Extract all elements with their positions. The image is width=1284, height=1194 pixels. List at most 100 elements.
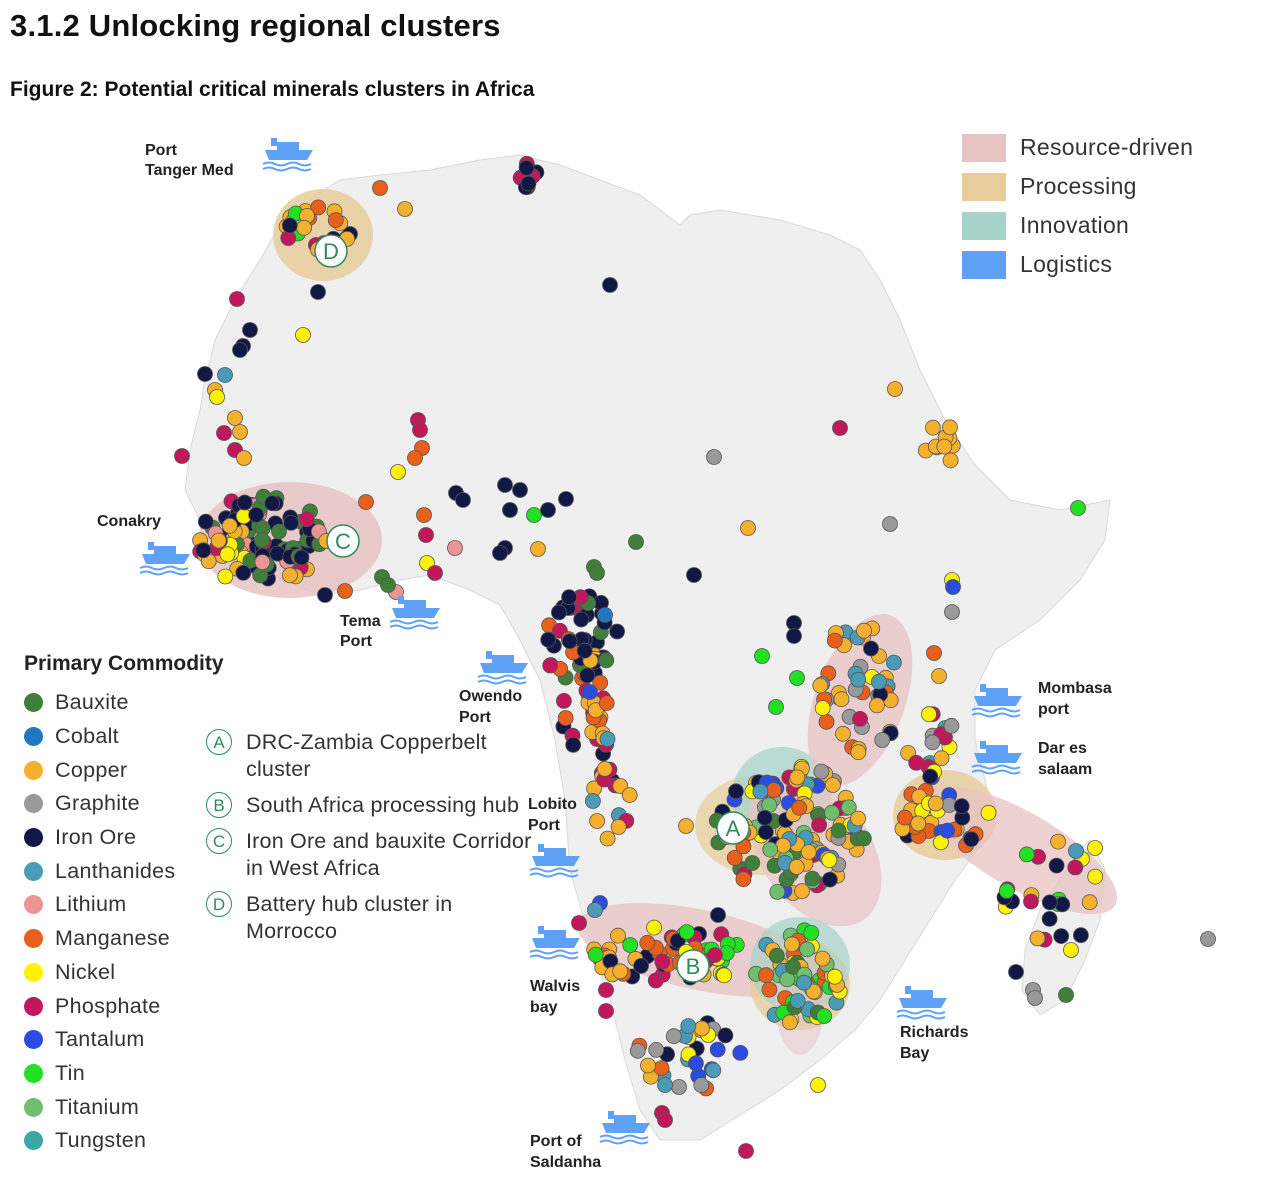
- mine-point: [740, 520, 756, 536]
- map-cluster-badges: D C A B: [314, 234, 750, 983]
- mine-point: [647, 972, 664, 989]
- mine-point: [646, 919, 662, 936]
- commodity-dot-icon: [24, 1030, 43, 1050]
- commodity-dot-icon: [24, 962, 43, 982]
- port-label-walvis-2: bay: [530, 999, 558, 1016]
- mine-point: [497, 477, 513, 493]
- mine-point: [248, 507, 265, 523]
- mine-point: [526, 507, 542, 523]
- commodity-legend: Primary Commodity Bauxite Cobalt Copper Gra…: [24, 652, 224, 1158]
- mine-point: [835, 725, 851, 742]
- mine-point: [1087, 868, 1104, 885]
- mine-point: [610, 927, 626, 944]
- mine-point: [832, 420, 848, 436]
- commodity-legend-item: Titanium: [24, 1090, 224, 1124]
- svg-text:B: B: [686, 954, 701, 979]
- commodity-legend-label: Tantalum: [55, 1027, 145, 1052]
- mine-point: [587, 946, 604, 963]
- mine-point: [852, 711, 868, 727]
- commodity-legend-label: Tungsten: [55, 1128, 147, 1153]
- mine-point: [788, 859, 805, 875]
- mine-point: [784, 936, 800, 953]
- commodity-legend-label: Phosphate: [55, 993, 161, 1018]
- port-label-saldanha-1: Port of: [530, 1133, 582, 1150]
- mine-point: [924, 734, 941, 751]
- mine-point: [253, 532, 270, 549]
- mine-point: [1048, 857, 1065, 874]
- mine-point: [744, 855, 761, 871]
- mine-point: [822, 871, 838, 888]
- legend-row-processing: Processing: [962, 167, 1193, 206]
- mine-point: [897, 809, 913, 826]
- port-label-dar-2: salaam: [1038, 761, 1092, 778]
- mine-point: [693, 1077, 710, 1093]
- mine-point: [598, 982, 614, 998]
- legend-swatch-innovation: [962, 211, 1006, 240]
- mine-point: [786, 628, 802, 644]
- mine-point: [1027, 990, 1043, 1006]
- commodity-dot-icon: [24, 760, 43, 780]
- commodity-legend-item: Bauxite: [24, 686, 224, 720]
- mine-point: [573, 611, 590, 628]
- port-label-tema-1: Tema: [340, 613, 381, 630]
- mine-point: [648, 1042, 665, 1058]
- mine-point: [639, 934, 656, 951]
- mine-point: [210, 532, 227, 549]
- mine-point: [217, 367, 233, 383]
- commodity-dot-icon: [24, 693, 43, 713]
- mine-point: [927, 795, 944, 812]
- cluster-badge-d: D: [206, 891, 232, 917]
- port-label-owendo-1: Owendo: [459, 688, 522, 705]
- mine-point: [390, 464, 406, 480]
- mine-point: [769, 947, 785, 964]
- port-labels: Port Tanger Med Conakry Tema Port Owendo…: [97, 142, 1112, 1171]
- commodity-legend-label: Tin: [55, 1060, 85, 1085]
- mine-point: [455, 492, 471, 508]
- port-label-lobito-1: Lobito: [528, 796, 577, 813]
- mine-point: [709, 1041, 726, 1058]
- port-label-mombasa-1: Mombasa: [1038, 680, 1112, 697]
- commodity-legend-label: Iron Ore: [55, 825, 137, 850]
- map-badge-b: B: [676, 949, 710, 983]
- map-badge-c: C: [326, 524, 360, 558]
- legend-swatch-processing: [962, 172, 1006, 201]
- mine-point: [789, 993, 806, 1009]
- mine-point: [874, 732, 891, 748]
- svg-text:D: D: [323, 239, 339, 264]
- commodity-legend-label: Graphite: [55, 791, 140, 816]
- mine-point: [945, 579, 961, 595]
- mine-point: [944, 604, 960, 620]
- mine-point: [337, 583, 353, 599]
- legend-row-innovation: Innovation: [962, 206, 1193, 245]
- mine-point: [576, 642, 593, 659]
- mine-point: [602, 277, 618, 293]
- mine-point: [629, 1042, 646, 1059]
- mine-point: [818, 713, 835, 730]
- mine-point: [1050, 833, 1066, 850]
- mine-point: [416, 507, 432, 523]
- cluster-type-legend: Resource-driven Processing Innovation Lo…: [962, 128, 1193, 284]
- mine-point: [254, 554, 271, 570]
- mine-point: [296, 219, 313, 236]
- mine-point: [271, 523, 287, 540]
- commodity-legend-item: Tantalum: [24, 1023, 224, 1057]
- mine-point: [732, 1045, 749, 1061]
- mine-point: [922, 768, 939, 785]
- mine-point: [293, 549, 310, 566]
- port-label-tema-2: Port: [340, 633, 373, 650]
- legend-row-logistics: Logistics: [962, 245, 1193, 284]
- mine-point: [283, 515, 300, 531]
- mine-point: [582, 684, 598, 700]
- mine-point: [882, 516, 898, 532]
- commodity-dot-icon: [24, 727, 43, 747]
- mine-point: [811, 817, 827, 833]
- mine-point: [931, 668, 947, 684]
- ship-icon: [971, 684, 1022, 718]
- mine-point: [195, 542, 212, 559]
- mine-point: [813, 763, 830, 780]
- mine-point: [612, 963, 629, 980]
- mine-point: [540, 631, 557, 648]
- cluster-label-a: DRC-Zambia Copperbelt cluster: [246, 730, 487, 781]
- mine-point: [174, 448, 190, 464]
- mine-point: [610, 819, 627, 835]
